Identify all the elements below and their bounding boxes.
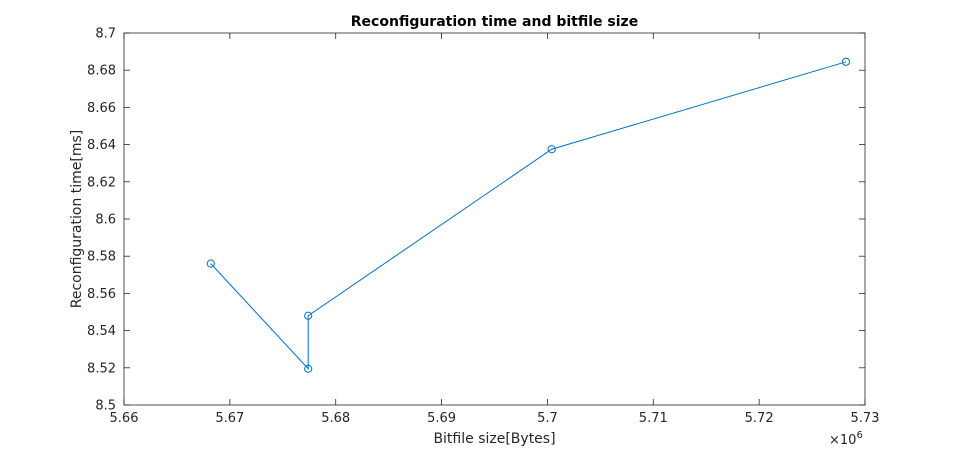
data-point [206,259,215,268]
y-tick-label: 8.6 [95,213,116,228]
x-tick-label: 5.68 [321,411,350,426]
y-axis-label: Reconfiguration time[ms] [69,130,85,309]
y-tick-label: 8.56 [87,287,116,302]
y-axis-ticks: 8.5 8.52 8.54 8.56 8.58 8.6 8.62 8.64 8.66 8.68 8.… [87,27,865,414]
data-point [547,145,556,154]
y-tick-label: 8.62 [87,175,116,190]
y-tick-label: 8.5 [95,399,116,414]
series-layer [206,57,851,373]
plot-area [123,32,866,406]
data-point [841,57,851,66]
y-tick-label: 8.52 [87,361,116,376]
x-tick-label: 5.69 [427,411,456,426]
x-tick-label: 5.73 [851,411,880,426]
x-tick-label: 5.7 [537,411,558,426]
series-line [210,61,847,371]
y-tick-label: 8.7 [95,27,116,42]
x-tick-label: 5.66 [110,411,139,426]
data-point [304,364,313,373]
y-tick-label: 8.58 [87,250,116,265]
y-tick-label: 8.54 [87,324,116,339]
data-point [304,311,313,320]
x-axis-ticks: 5.66 5.67 5.68 5.69 5.7 5.71 5.72 5.73 [110,33,880,426]
x-exponent-base: ×10 [829,433,856,448]
y-tick-label: 8.64 [87,138,116,153]
plot-frame [123,32,866,406]
x-axis-label: Bitfile size[Bytes] [433,431,555,447]
x-axis-exponent: ×106 [829,430,863,448]
x-exponent-power: 6 [856,430,862,441]
chart-title: Reconfiguration time and bitfile size [351,14,638,30]
x-tick-label: 5.67 [215,411,244,426]
y-tick-label: 8.66 [87,101,116,116]
x-tick-label: 5.72 [745,411,774,426]
x-tick-label: 5.71 [639,411,668,426]
y-tick-label: 8.68 [87,64,116,79]
